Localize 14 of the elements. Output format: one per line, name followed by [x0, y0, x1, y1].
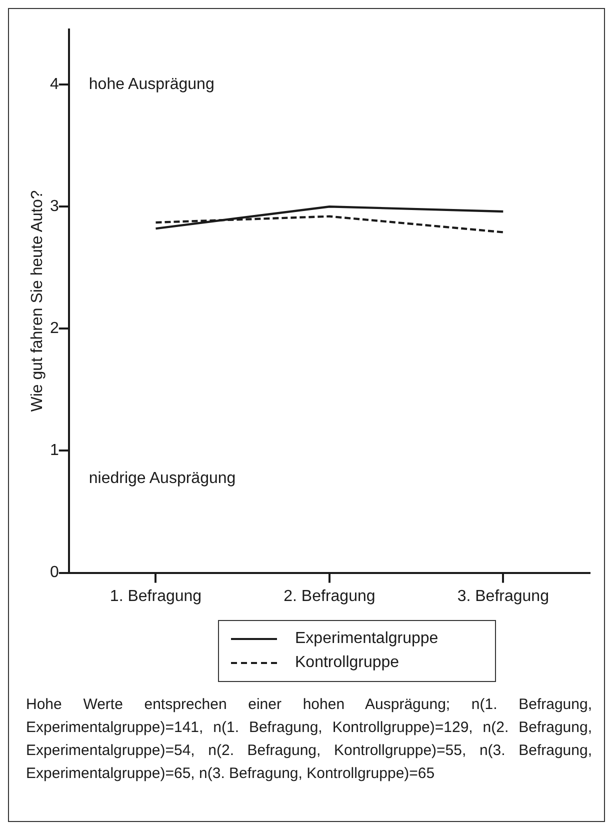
y-axis-title: Wie gut fahren Sie heute Auto? [29, 190, 47, 412]
annotation: hohe Ausprägung [88, 76, 214, 94]
x-tick-label: 1. Befragung [110, 588, 202, 605]
y-tick-label: 4 [50, 76, 59, 93]
x-tick-label: 3. Befragung [457, 588, 549, 605]
annotation: niedrige Ausprägung [88, 470, 236, 488]
y-tick-label: 1 [50, 442, 59, 460]
legend-label: Experimentalgruppe [295, 630, 438, 648]
y-tick-label: 2 [50, 320, 59, 338]
y-tick-label: 0 [50, 564, 59, 582]
text: Hohe Werte entsprechen einer hohen Ausprägung; n(1. Befragung, Experimentalgruppe)=141, n(1. Befragung, Kontrollgruppe)=129, n(2. Befragung, Experimentalgruppe)=54, n(2. Befragung, Kontrollgruppe)=55, n(3. Befragung, Experimentalgruppe)=65, n(3. Befragung, Kontrollgruppe)=65 [26, 695, 592, 784]
x-tick-label: 2. Befragung [284, 588, 376, 605]
y-tick-label: 3 [50, 198, 59, 216]
legend-label: Kontrollgruppe [295, 654, 400, 672]
